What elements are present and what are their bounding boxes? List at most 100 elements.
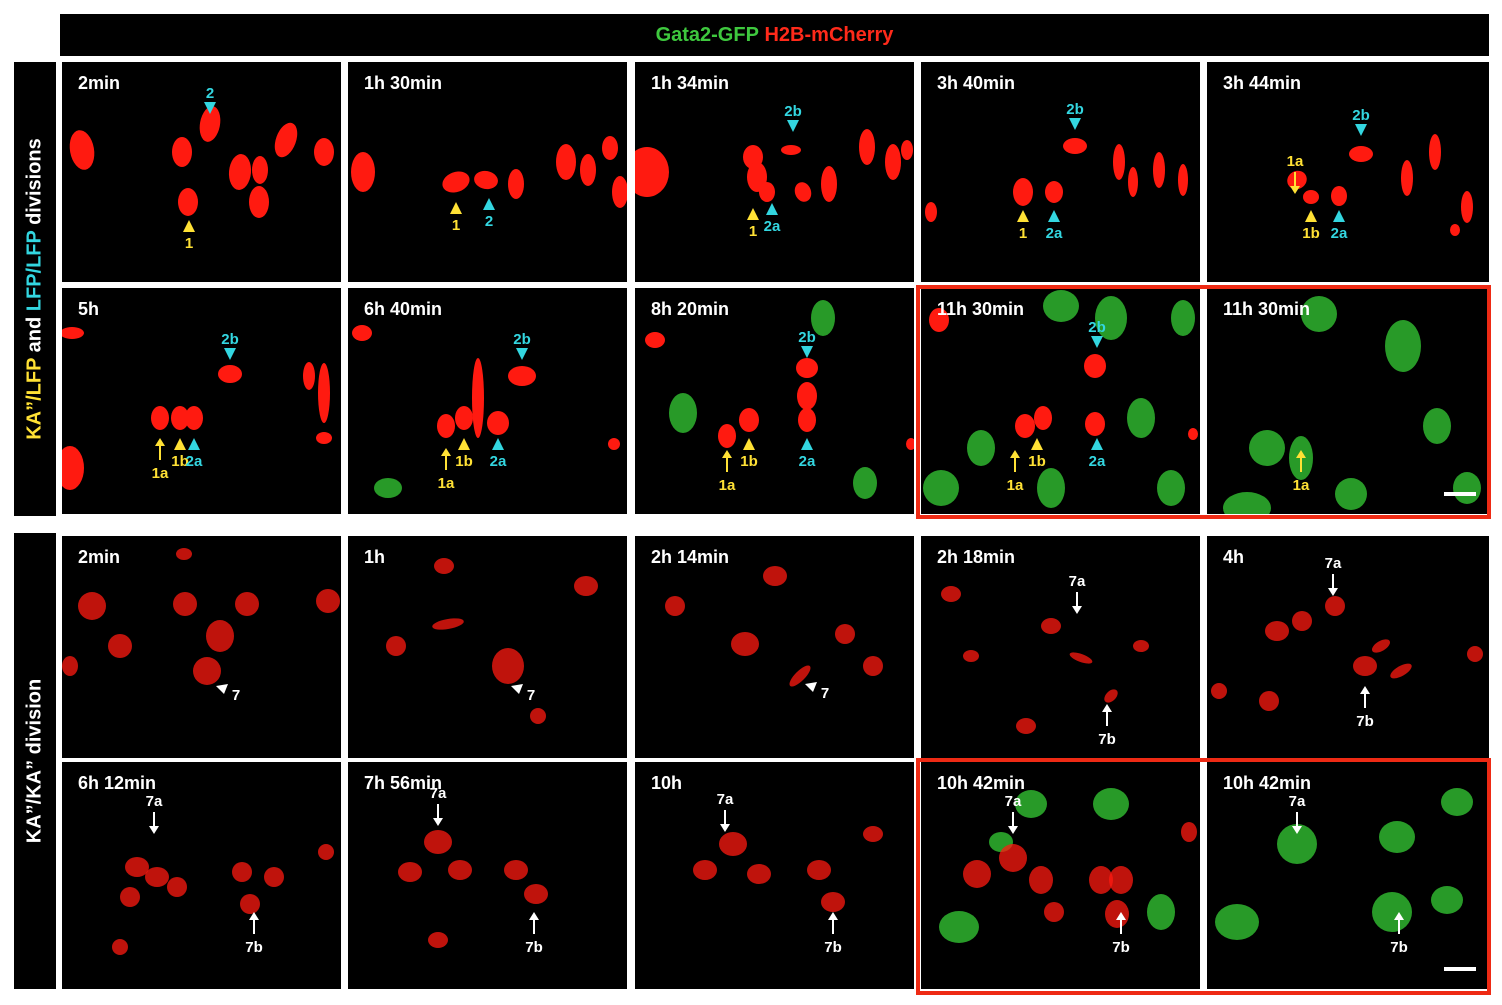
nucleus [1016, 718, 1036, 734]
micrograph-image: 1 2a 2b [925, 101, 1188, 242]
timestamp-label: 1h [364, 547, 386, 567]
cell-marker: 7a [430, 785, 447, 826]
header-gfp-label: Gata2-GFP [655, 23, 759, 46]
nucleus [1104, 689, 1118, 703]
cell-marker: 7a [1325, 555, 1342, 596]
nucleus [574, 576, 598, 596]
micrograph-panel: 10h 7a 7b [635, 762, 914, 989]
nucleus [885, 144, 901, 180]
nucleus [530, 708, 546, 724]
gfp-cell [853, 467, 877, 499]
nucleus [693, 860, 717, 880]
nucleus [314, 138, 334, 166]
gfp-cell [1385, 320, 1421, 372]
nucleus [1045, 181, 1063, 203]
nucleus [386, 636, 406, 656]
gfp-cell [1335, 478, 1367, 510]
micrograph-image: 7a 7b [1215, 788, 1476, 971]
cell-label: 7b [1356, 713, 1374, 730]
cell-marker: 1b [171, 438, 189, 470]
nucleus [455, 406, 473, 430]
cell-marker: 7a [146, 793, 163, 834]
micrograph-panel: 10h 42min 7a 7b [921, 762, 1200, 989]
timestamp-label: 11h 30min [1223, 299, 1311, 319]
nucleus [1034, 406, 1052, 430]
micrograph-panel: 1h 30min 1 2 [348, 62, 627, 282]
nucleus [1128, 167, 1138, 197]
cell-marker: 1b [740, 438, 758, 470]
nucleus [432, 618, 464, 630]
nucleus [1089, 866, 1113, 894]
cell-label: 1 [1019, 225, 1027, 242]
cell-label: 2b [784, 103, 802, 120]
cell-label: 2b [798, 329, 816, 346]
nucleus [556, 144, 576, 180]
gfp-cell [939, 911, 979, 943]
nucleus [316, 589, 340, 613]
nucleus [794, 182, 812, 202]
nucleus [963, 650, 979, 662]
nucleus [1325, 596, 1345, 616]
cell-marker: 2b [1066, 101, 1084, 130]
nucleus [1450, 224, 1460, 236]
nucleus [145, 867, 169, 887]
nucleus [252, 156, 268, 184]
cell-marker: 1 [747, 208, 759, 240]
micrograph-panel: 2min 1 2 [62, 62, 341, 282]
nucleus [524, 884, 548, 904]
nucleus [1085, 412, 1105, 436]
cell-marker: 1a [1287, 153, 1304, 194]
cell-label: 1b [455, 453, 473, 470]
cell-label: 2b [1352, 107, 1370, 124]
micrograph-panel: 2h 14min 7 [635, 536, 914, 758]
nucleus [1401, 160, 1413, 196]
cell-label: 1a [1287, 153, 1304, 170]
cell-marker: 2b [513, 331, 531, 360]
nucleus [508, 169, 524, 199]
cell-marker: 7b [1112, 912, 1130, 956]
nucleus [859, 129, 875, 165]
cell-marker: 7b [525, 912, 543, 956]
gfp-cell [1453, 472, 1481, 504]
cell-label: 7a [1069, 573, 1086, 590]
cell-label: 1a [1293, 477, 1310, 494]
nucleus [504, 860, 528, 880]
nucleus [1105, 900, 1129, 928]
cell-label: 2 [206, 85, 214, 102]
side-top-and: and [23, 311, 46, 358]
gfp-cell [1171, 300, 1195, 336]
nucleus [318, 363, 330, 423]
nucleus [718, 424, 736, 448]
nucleus [1461, 191, 1473, 223]
micrograph-image: 1a 1b 2a 2b [1287, 107, 1473, 242]
nucleus [1467, 646, 1483, 662]
gfp-cell [811, 300, 835, 336]
nucleus [929, 308, 949, 332]
cell-marker: 7a [1069, 573, 1086, 614]
gfp-cell [1147, 894, 1175, 930]
side-top-divisions: divisions [23, 138, 46, 231]
micrograph-panel: 10h 42min 7a 7b [1207, 762, 1489, 989]
cell-marker: 1a [438, 448, 455, 492]
nucleus [719, 832, 747, 856]
cell-label: 7a [1289, 793, 1306, 810]
nucleus [925, 202, 937, 222]
nucleus [580, 154, 596, 186]
nucleus [612, 176, 627, 208]
cell-marker: 2 [483, 198, 495, 230]
micrograph-panel: 6h 12min 7a 7b [62, 762, 341, 989]
micrograph-panel: 11h 30min 1a [1207, 288, 1489, 514]
cell-label: 7b [1390, 939, 1408, 956]
nucleus [199, 106, 221, 142]
cell-marker: 1a [719, 450, 736, 494]
nucleus [173, 592, 197, 616]
nucleus [759, 182, 775, 202]
nucleus [125, 857, 149, 877]
nucleus [1349, 146, 1373, 162]
nucleus [120, 887, 140, 907]
nucleus [474, 170, 498, 190]
cell-marker: 1 [450, 202, 462, 234]
nucleus [303, 362, 315, 390]
timestamp-label: 3h 44min [1223, 73, 1302, 93]
cell-marker: 1a [1007, 450, 1024, 494]
